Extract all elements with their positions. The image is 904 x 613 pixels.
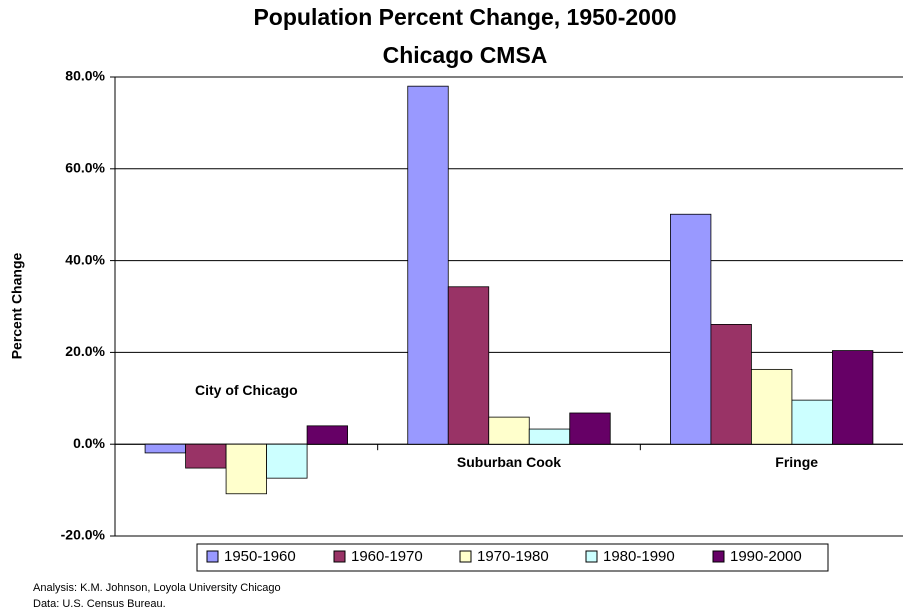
bar	[528, 428, 571, 445]
bar	[447, 286, 490, 445]
bar	[710, 324, 752, 445]
footnote: Analysis: K.M. Johnson, Loyola Universit…	[33, 582, 281, 594]
chart-subtitle: Chicago CMSA	[383, 42, 548, 68]
bar	[791, 399, 833, 445]
legend-label: 1980-1990	[603, 548, 675, 565]
legend-label: 1990-2000	[730, 548, 802, 565]
y-axis-title: Percent Change	[9, 252, 25, 359]
bar	[306, 425, 348, 445]
legend-swatch	[459, 550, 472, 563]
chart-title: Population Percent Change, 1950-2000	[253, 4, 676, 30]
y-tick-label: -20.0%	[61, 527, 106, 543]
footnote: Data: U.S. Census Bureau.	[33, 598, 166, 610]
bar	[670, 213, 712, 445]
bar	[144, 443, 186, 454]
legend-label: 1950-1960	[224, 548, 296, 565]
legend-label: 1960-1970	[351, 548, 423, 565]
bar	[832, 350, 874, 445]
y-tick-label: 40.0%	[65, 251, 105, 267]
y-tick-label: 0.0%	[73, 435, 105, 451]
legend-swatch	[206, 550, 219, 563]
bar	[488, 416, 530, 445]
bar	[225, 443, 267, 495]
bar	[266, 443, 308, 479]
bar	[185, 443, 227, 469]
y-tick-label: 60.0%	[65, 160, 105, 176]
bar	[407, 85, 449, 445]
x-tick-label: Fringe	[775, 454, 818, 470]
legend-swatch	[333, 550, 346, 563]
legend-label: 1970-1980	[477, 548, 549, 565]
bar	[751, 368, 793, 445]
y-tick-label: 80.0%	[65, 68, 105, 84]
bar	[569, 412, 611, 445]
legend-swatch	[585, 550, 598, 563]
x-tick-label: Suburban Cook	[457, 454, 561, 470]
x-tick-label: City of Chicago	[195, 382, 298, 398]
legend-swatch	[712, 550, 725, 563]
y-tick-label: 20.0%	[65, 343, 105, 359]
